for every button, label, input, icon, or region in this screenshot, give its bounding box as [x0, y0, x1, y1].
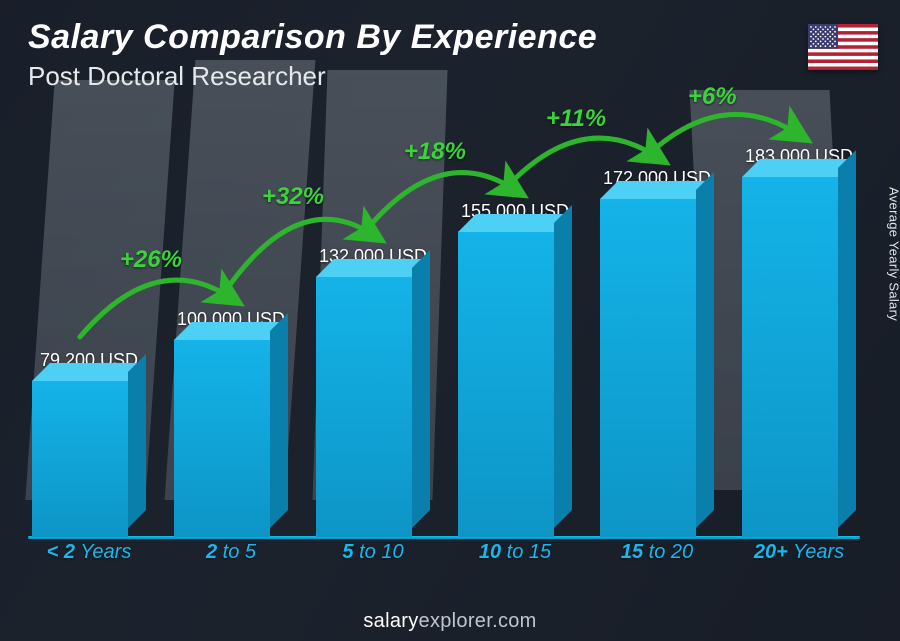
growth-label: +11% [546, 105, 606, 133]
bar-4: 172,000 USD [600, 168, 714, 537]
chart-area: 79,200 USD 100,000 USD 132,000 USD 155,0… [28, 120, 860, 577]
footer-brand: salaryexplorer.com [0, 610, 900, 633]
bar-1: 100,000 USD [174, 309, 288, 537]
category-label: 20+ Years [742, 541, 856, 577]
category-label: 10 to 15 [458, 541, 572, 577]
chart-title: Salary Comparison By Experience [28, 18, 597, 57]
bar-3: 155,000 USD [458, 201, 572, 537]
bar-0: 79,200 USD [32, 350, 146, 537]
x-axis-labels: < 2 Years 2 to 5 5 to 10 10 to 15 15 to 20 20… [28, 541, 860, 577]
growth-label: +18% [404, 138, 466, 166]
brand-suffix: explorer.com [419, 610, 537, 632]
title-block: Salary Comparison By Experience Post Doc… [28, 18, 597, 92]
bar-2: 132,000 USD [316, 246, 430, 537]
bar-5: 183,000 USD [742, 146, 856, 537]
category-label: 2 to 5 [174, 541, 288, 577]
chart-container: Salary Comparison By Experience Post Doc… [0, 0, 900, 641]
growth-label: +26% [120, 246, 182, 274]
growth-label: +6% [688, 83, 737, 111]
brand-bold: salary [363, 610, 418, 632]
flag-icon [808, 24, 878, 70]
category-label: < 2 Years [32, 541, 146, 577]
category-label: 5 to 10 [316, 541, 430, 577]
category-label: 15 to 20 [600, 541, 714, 577]
growth-label: +32% [262, 183, 324, 211]
chart-subtitle: Post Doctoral Researcher [28, 61, 597, 92]
y-axis-label: Average Yearly Salary [887, 187, 900, 321]
bars-group: 79,200 USD 100,000 USD 132,000 USD 155,0… [28, 120, 860, 537]
